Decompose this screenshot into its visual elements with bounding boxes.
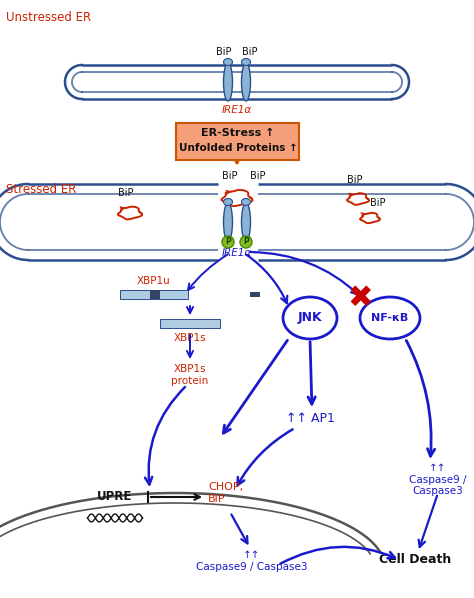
Text: P: P (225, 237, 231, 246)
Ellipse shape (360, 297, 420, 339)
Ellipse shape (224, 199, 233, 206)
Bar (150, 289, 160, 298)
Ellipse shape (241, 199, 250, 206)
Text: BiP: BiP (118, 188, 134, 198)
Bar (120, 289, 188, 298)
Text: BiP: BiP (347, 175, 363, 185)
Text: ER-Stress ↑: ER-Stress ↑ (201, 128, 275, 138)
Ellipse shape (241, 63, 250, 101)
Bar (250, 291, 260, 297)
Text: NF-κB: NF-κB (371, 313, 409, 323)
Text: UPRE: UPRE (97, 490, 133, 504)
Ellipse shape (224, 63, 233, 101)
Text: Stressed ER: Stressed ER (6, 183, 76, 196)
Text: XBP1s: XBP1s (173, 333, 206, 343)
Text: P: P (243, 237, 249, 246)
Text: IRE1α: IRE1α (222, 105, 252, 115)
Text: CHOP,
BiP: CHOP, BiP (208, 482, 243, 504)
Text: BiP: BiP (222, 171, 238, 181)
Ellipse shape (224, 59, 233, 66)
Ellipse shape (224, 203, 233, 241)
Text: BiP: BiP (370, 198, 386, 208)
Text: Unstressed ER: Unstressed ER (6, 11, 91, 24)
FancyBboxPatch shape (176, 123, 300, 160)
Text: ✖: ✖ (347, 283, 373, 313)
Text: BiP: BiP (216, 47, 232, 57)
Text: JNK: JNK (298, 312, 322, 325)
Text: XBP1u: XBP1u (137, 276, 171, 286)
Text: XBP1s
protein: XBP1s protein (172, 364, 209, 386)
Ellipse shape (241, 203, 250, 241)
Ellipse shape (283, 297, 337, 339)
Text: BiP: BiP (242, 47, 258, 57)
Text: Unfolded Proteins ↑: Unfolded Proteins ↑ (179, 143, 297, 153)
Text: ↑↑ AP1: ↑↑ AP1 (285, 411, 335, 425)
Ellipse shape (241, 59, 250, 66)
Text: BiP: BiP (250, 171, 266, 181)
Text: IRE1α: IRE1α (222, 248, 252, 258)
Text: Cell Death: Cell Death (379, 553, 451, 566)
Ellipse shape (222, 236, 234, 248)
Ellipse shape (240, 236, 252, 248)
Text: ↑↑
Caspase9 / Caspase3: ↑↑ Caspase9 / Caspase3 (196, 550, 308, 572)
Bar (160, 319, 220, 328)
Text: ↑↑
Caspase9 /
Caspase3: ↑↑ Caspase9 / Caspase3 (409, 463, 467, 496)
